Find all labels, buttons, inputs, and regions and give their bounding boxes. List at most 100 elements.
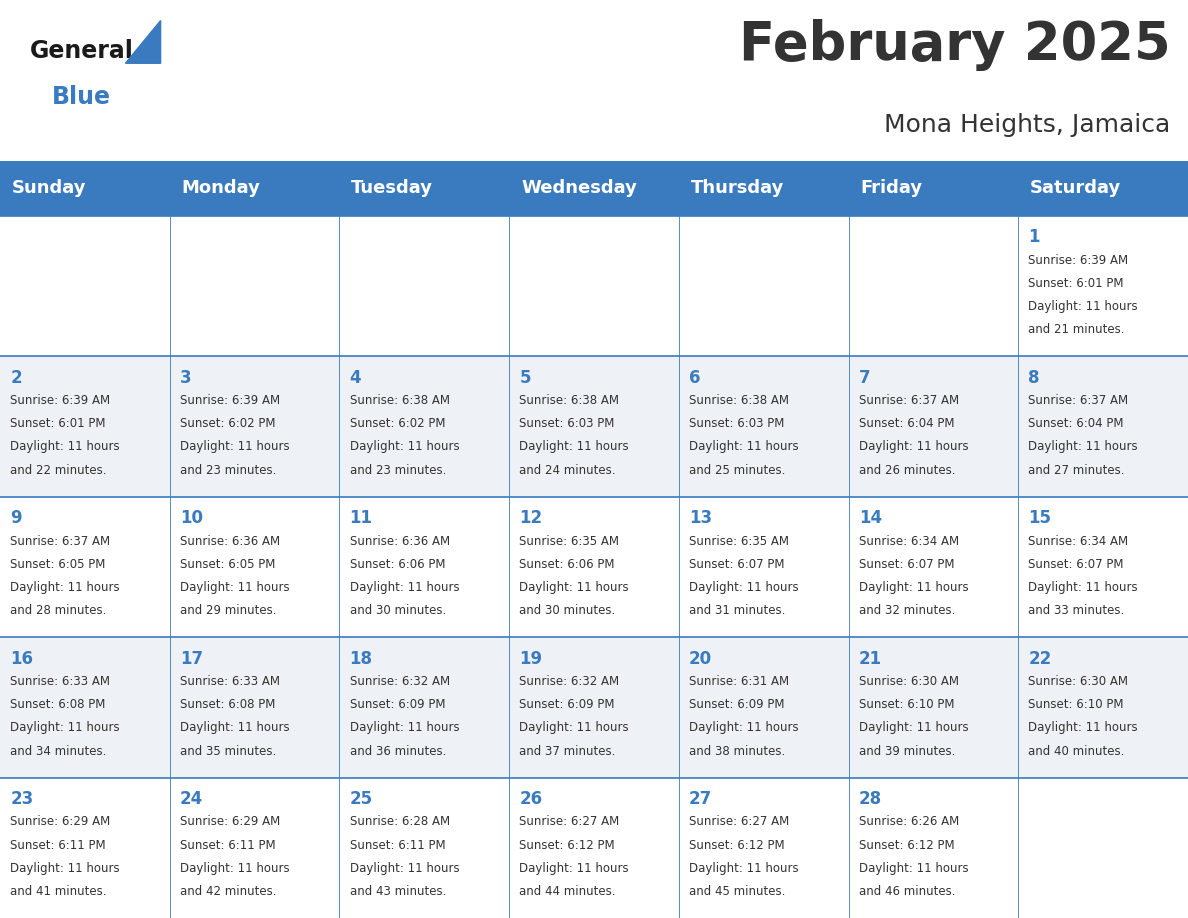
- Text: Mona Heights, Jamaica: Mona Heights, Jamaica: [884, 113, 1170, 138]
- Text: Sunset: 6:07 PM: Sunset: 6:07 PM: [1029, 558, 1124, 571]
- Text: Sunset: 6:11 PM: Sunset: 6:11 PM: [11, 839, 106, 852]
- Text: 4: 4: [349, 369, 361, 386]
- Text: Sunset: 6:07 PM: Sunset: 6:07 PM: [859, 558, 954, 571]
- Text: and 44 minutes.: and 44 minutes.: [519, 885, 615, 898]
- Text: Sunset: 6:03 PM: Sunset: 6:03 PM: [689, 418, 784, 431]
- Text: General: General: [30, 39, 133, 63]
- Text: Wednesday: Wednesday: [522, 179, 637, 197]
- Text: Daylight: 11 hours: Daylight: 11 hours: [859, 581, 968, 594]
- Text: Daylight: 11 hours: Daylight: 11 hours: [1029, 581, 1138, 594]
- Text: Sunset: 6:11 PM: Sunset: 6:11 PM: [179, 839, 276, 852]
- Text: and 22 minutes.: and 22 minutes.: [11, 464, 107, 476]
- Text: Sunrise: 6:39 AM: Sunrise: 6:39 AM: [11, 394, 110, 407]
- Text: Sunset: 6:05 PM: Sunset: 6:05 PM: [11, 558, 106, 571]
- Text: and 23 minutes.: and 23 minutes.: [179, 464, 277, 476]
- Text: and 27 minutes.: and 27 minutes.: [1029, 464, 1125, 476]
- Text: Sunrise: 6:38 AM: Sunrise: 6:38 AM: [689, 394, 789, 407]
- Text: and 30 minutes.: and 30 minutes.: [519, 604, 615, 617]
- Text: Daylight: 11 hours: Daylight: 11 hours: [859, 722, 968, 734]
- Text: and 25 minutes.: and 25 minutes.: [689, 464, 785, 476]
- Text: Daylight: 11 hours: Daylight: 11 hours: [519, 862, 628, 875]
- Text: 21: 21: [859, 650, 881, 667]
- Text: Sunrise: 6:33 AM: Sunrise: 6:33 AM: [179, 675, 280, 688]
- Text: 15: 15: [1029, 509, 1051, 527]
- Text: Daylight: 11 hours: Daylight: 11 hours: [519, 581, 628, 594]
- Text: 5: 5: [519, 369, 531, 386]
- Text: Sunset: 6:04 PM: Sunset: 6:04 PM: [859, 418, 954, 431]
- Text: Daylight: 11 hours: Daylight: 11 hours: [349, 441, 460, 453]
- Text: 16: 16: [11, 650, 33, 667]
- Text: 1: 1: [1029, 229, 1040, 246]
- Text: and 28 minutes.: and 28 minutes.: [11, 604, 107, 617]
- Text: Sunset: 6:12 PM: Sunset: 6:12 PM: [689, 839, 784, 852]
- Text: 24: 24: [179, 790, 203, 808]
- Text: Sunrise: 6:39 AM: Sunrise: 6:39 AM: [179, 394, 280, 407]
- Text: Sunset: 6:12 PM: Sunset: 6:12 PM: [859, 839, 954, 852]
- Text: Daylight: 11 hours: Daylight: 11 hours: [349, 581, 460, 594]
- Text: Sunset: 6:08 PM: Sunset: 6:08 PM: [179, 699, 276, 711]
- Text: Sunset: 6:04 PM: Sunset: 6:04 PM: [1029, 418, 1124, 431]
- Text: Sunset: 6:03 PM: Sunset: 6:03 PM: [519, 418, 614, 431]
- Text: 27: 27: [689, 790, 713, 808]
- Text: Thursday: Thursday: [690, 179, 784, 197]
- Text: Daylight: 11 hours: Daylight: 11 hours: [179, 862, 290, 875]
- Text: Sunday: Sunday: [12, 179, 87, 197]
- Text: Monday: Monday: [182, 179, 260, 197]
- Text: Daylight: 11 hours: Daylight: 11 hours: [519, 722, 628, 734]
- Text: and 23 minutes.: and 23 minutes.: [349, 464, 446, 476]
- Text: and 40 minutes.: and 40 minutes.: [1029, 744, 1125, 757]
- Text: Sunrise: 6:36 AM: Sunrise: 6:36 AM: [179, 534, 280, 547]
- Text: Sunset: 6:01 PM: Sunset: 6:01 PM: [1029, 277, 1124, 290]
- Text: and 24 minutes.: and 24 minutes.: [519, 464, 615, 476]
- Text: Daylight: 11 hours: Daylight: 11 hours: [179, 581, 290, 594]
- Text: Sunset: 6:10 PM: Sunset: 6:10 PM: [859, 699, 954, 711]
- Text: 28: 28: [859, 790, 881, 808]
- Text: Daylight: 11 hours: Daylight: 11 hours: [859, 441, 968, 453]
- Text: Sunset: 6:11 PM: Sunset: 6:11 PM: [349, 839, 446, 852]
- Text: Sunset: 6:02 PM: Sunset: 6:02 PM: [179, 418, 276, 431]
- Text: Daylight: 11 hours: Daylight: 11 hours: [689, 862, 798, 875]
- Text: and 34 minutes.: and 34 minutes.: [11, 744, 107, 757]
- Text: and 37 minutes.: and 37 minutes.: [519, 744, 615, 757]
- Text: and 26 minutes.: and 26 minutes.: [859, 464, 955, 476]
- Text: Sunrise: 6:27 AM: Sunrise: 6:27 AM: [689, 815, 789, 828]
- Text: and 36 minutes.: and 36 minutes.: [349, 744, 446, 757]
- Text: 9: 9: [11, 509, 21, 527]
- Text: Sunrise: 6:35 AM: Sunrise: 6:35 AM: [519, 534, 619, 547]
- Text: 10: 10: [179, 509, 203, 527]
- Text: 17: 17: [179, 650, 203, 667]
- Text: 11: 11: [349, 509, 373, 527]
- Text: Sunrise: 6:38 AM: Sunrise: 6:38 AM: [349, 394, 449, 407]
- Text: 26: 26: [519, 790, 543, 808]
- Text: 8: 8: [1029, 369, 1040, 386]
- Text: Sunrise: 6:37 AM: Sunrise: 6:37 AM: [859, 394, 959, 407]
- Text: Sunset: 6:09 PM: Sunset: 6:09 PM: [349, 699, 446, 711]
- Text: 14: 14: [859, 509, 881, 527]
- Text: Sunrise: 6:29 AM: Sunrise: 6:29 AM: [11, 815, 110, 828]
- Text: and 30 minutes.: and 30 minutes.: [349, 604, 446, 617]
- Text: Sunrise: 6:36 AM: Sunrise: 6:36 AM: [349, 534, 450, 547]
- Text: and 21 minutes.: and 21 minutes.: [1029, 323, 1125, 336]
- Text: Sunrise: 6:37 AM: Sunrise: 6:37 AM: [1029, 394, 1129, 407]
- Text: Daylight: 11 hours: Daylight: 11 hours: [11, 581, 120, 594]
- Text: Sunrise: 6:30 AM: Sunrise: 6:30 AM: [1029, 675, 1129, 688]
- Text: and 46 minutes.: and 46 minutes.: [859, 885, 955, 898]
- Text: Sunset: 6:02 PM: Sunset: 6:02 PM: [349, 418, 446, 431]
- Text: 12: 12: [519, 509, 543, 527]
- Text: Daylight: 11 hours: Daylight: 11 hours: [179, 722, 290, 734]
- Text: Sunset: 6:10 PM: Sunset: 6:10 PM: [1029, 699, 1124, 711]
- Text: Saturday: Saturday: [1030, 179, 1121, 197]
- Text: and 41 minutes.: and 41 minutes.: [11, 885, 107, 898]
- Text: Daylight: 11 hours: Daylight: 11 hours: [11, 722, 120, 734]
- Text: Daylight: 11 hours: Daylight: 11 hours: [179, 441, 290, 453]
- Text: and 33 minutes.: and 33 minutes.: [1029, 604, 1125, 617]
- Text: Sunrise: 6:37 AM: Sunrise: 6:37 AM: [11, 534, 110, 547]
- Text: and 39 minutes.: and 39 minutes.: [859, 744, 955, 757]
- Text: Sunrise: 6:38 AM: Sunrise: 6:38 AM: [519, 394, 619, 407]
- Text: Daylight: 11 hours: Daylight: 11 hours: [1029, 300, 1138, 313]
- Text: Daylight: 11 hours: Daylight: 11 hours: [519, 441, 628, 453]
- Text: Sunset: 6:09 PM: Sunset: 6:09 PM: [689, 699, 784, 711]
- Text: Daylight: 11 hours: Daylight: 11 hours: [11, 862, 120, 875]
- Text: 3: 3: [179, 369, 191, 386]
- Text: and 29 minutes.: and 29 minutes.: [179, 604, 277, 617]
